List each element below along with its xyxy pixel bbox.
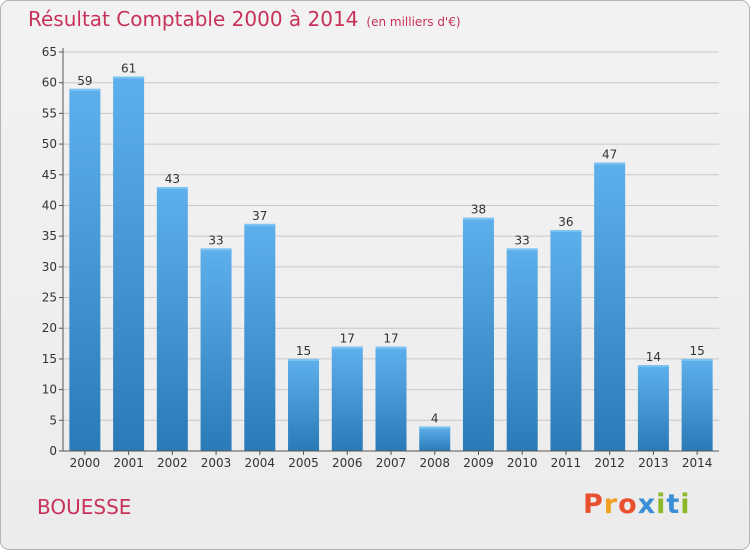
bar-2010 bbox=[506, 248, 538, 451]
bar-highlight bbox=[681, 358, 713, 361]
y-tick-label: 60 bbox=[42, 76, 57, 90]
bar-2003 bbox=[200, 248, 232, 451]
logo-letter: o bbox=[618, 489, 638, 520]
bar-highlight bbox=[594, 162, 626, 165]
logo-letter: r bbox=[603, 489, 619, 520]
y-tick-label: 20 bbox=[42, 321, 57, 335]
y-tick-label: 10 bbox=[42, 383, 57, 397]
y-tick-label: 40 bbox=[42, 198, 57, 212]
chart-subtitle: (en milliers d'€) bbox=[366, 15, 461, 29]
bar-2011 bbox=[550, 230, 582, 451]
x-tick-label: 2013 bbox=[638, 456, 669, 470]
bar-highlight bbox=[506, 248, 538, 251]
bar-2000 bbox=[69, 88, 101, 451]
data-label: 4 bbox=[431, 411, 439, 425]
data-label: 61 bbox=[121, 62, 136, 76]
bar-2012 bbox=[594, 162, 626, 451]
bar-highlight bbox=[550, 230, 582, 233]
data-label: 15 bbox=[296, 344, 311, 358]
chart-title-text: Résultat Comptable 2000 à 2014 bbox=[28, 7, 359, 31]
bar-2001 bbox=[113, 76, 145, 452]
bar-2004 bbox=[244, 223, 276, 451]
data-label: 17 bbox=[383, 332, 398, 346]
bar-2002 bbox=[156, 187, 188, 452]
bars bbox=[69, 76, 713, 452]
logo-letter: i bbox=[680, 489, 691, 520]
x-tick-label: 2001 bbox=[113, 456, 144, 470]
x-tick-label: 2010 bbox=[507, 456, 538, 470]
y-tick-label: 0 bbox=[49, 444, 57, 458]
logo-letter: x bbox=[637, 489, 657, 520]
data-labels: 59 61 43 33 37 15 17 17 4 38 33 36 47 14 15 bbox=[77, 62, 705, 426]
chart-title: Résultat Comptable 2000 à 2014 (en millie… bbox=[28, 7, 461, 31]
axes: 0 5 10 15 20 25 30 35 40 45 50 55 60 65 2000 2001 2002 20… bbox=[42, 45, 719, 470]
y-tick-label: 35 bbox=[42, 229, 57, 243]
proxiti-logo[interactable]: Proxiti bbox=[583, 489, 691, 520]
bar-highlight bbox=[375, 346, 407, 349]
y-tick-label: 65 bbox=[42, 45, 57, 59]
bar-highlight bbox=[244, 223, 276, 226]
y-tick-label: 50 bbox=[42, 137, 57, 151]
x-tick-label: 2008 bbox=[419, 456, 450, 470]
x-tick-label: 2005 bbox=[288, 456, 319, 470]
x-tick-label: 2011 bbox=[551, 456, 582, 470]
logo-letter: i bbox=[656, 489, 667, 520]
bar-2007 bbox=[375, 346, 407, 451]
bar-highlight bbox=[637, 365, 669, 368]
bar-highlight bbox=[419, 426, 451, 429]
logo-letter: t bbox=[666, 489, 681, 520]
y-tick-label: 55 bbox=[42, 106, 57, 120]
bar-highlight bbox=[156, 187, 188, 190]
bar-2014 bbox=[681, 358, 713, 451]
bar-highlight bbox=[69, 88, 101, 91]
x-tick-label: 2012 bbox=[594, 456, 625, 470]
data-label: 33 bbox=[515, 233, 530, 247]
data-label: 59 bbox=[77, 74, 92, 88]
data-label: 36 bbox=[558, 215, 573, 229]
bar-highlight bbox=[331, 346, 363, 349]
data-label: 37 bbox=[252, 209, 267, 223]
x-tick-label: 2004 bbox=[245, 456, 276, 470]
y-tick-label: 45 bbox=[42, 168, 57, 182]
bar-2008 bbox=[419, 426, 451, 451]
y-tick-label: 30 bbox=[42, 260, 57, 274]
bar-highlight bbox=[200, 248, 232, 251]
x-tick-label: 2007 bbox=[376, 456, 407, 470]
bar-2006 bbox=[331, 346, 363, 451]
data-label: 15 bbox=[689, 344, 704, 358]
y-tick-label: 15 bbox=[42, 352, 57, 366]
y-tick-label: 25 bbox=[42, 291, 57, 305]
bar-highlight bbox=[288, 358, 320, 361]
x-tick-label: 2006 bbox=[332, 456, 363, 470]
x-tick-label: 2003 bbox=[201, 456, 232, 470]
bar-highlight bbox=[113, 76, 145, 79]
data-label: 17 bbox=[340, 332, 355, 346]
data-label: 43 bbox=[165, 172, 180, 186]
bar-2009 bbox=[462, 217, 494, 451]
data-label: 14 bbox=[646, 350, 661, 364]
logo-letter: P bbox=[583, 489, 604, 520]
x-tick-label: 2014 bbox=[682, 456, 713, 470]
y-tick-label: 5 bbox=[49, 413, 57, 427]
bar-2005 bbox=[288, 358, 320, 451]
x-tick-label: 2002 bbox=[157, 456, 188, 470]
data-label: 47 bbox=[602, 147, 617, 161]
commune-name: BOUESSE bbox=[37, 495, 132, 519]
x-tick-label: 2009 bbox=[463, 456, 494, 470]
x-tick-label: 2000 bbox=[70, 456, 101, 470]
data-label: 33 bbox=[208, 233, 223, 247]
data-label: 38 bbox=[471, 203, 486, 217]
bar-2013 bbox=[637, 365, 669, 451]
bar-highlight bbox=[462, 217, 494, 220]
